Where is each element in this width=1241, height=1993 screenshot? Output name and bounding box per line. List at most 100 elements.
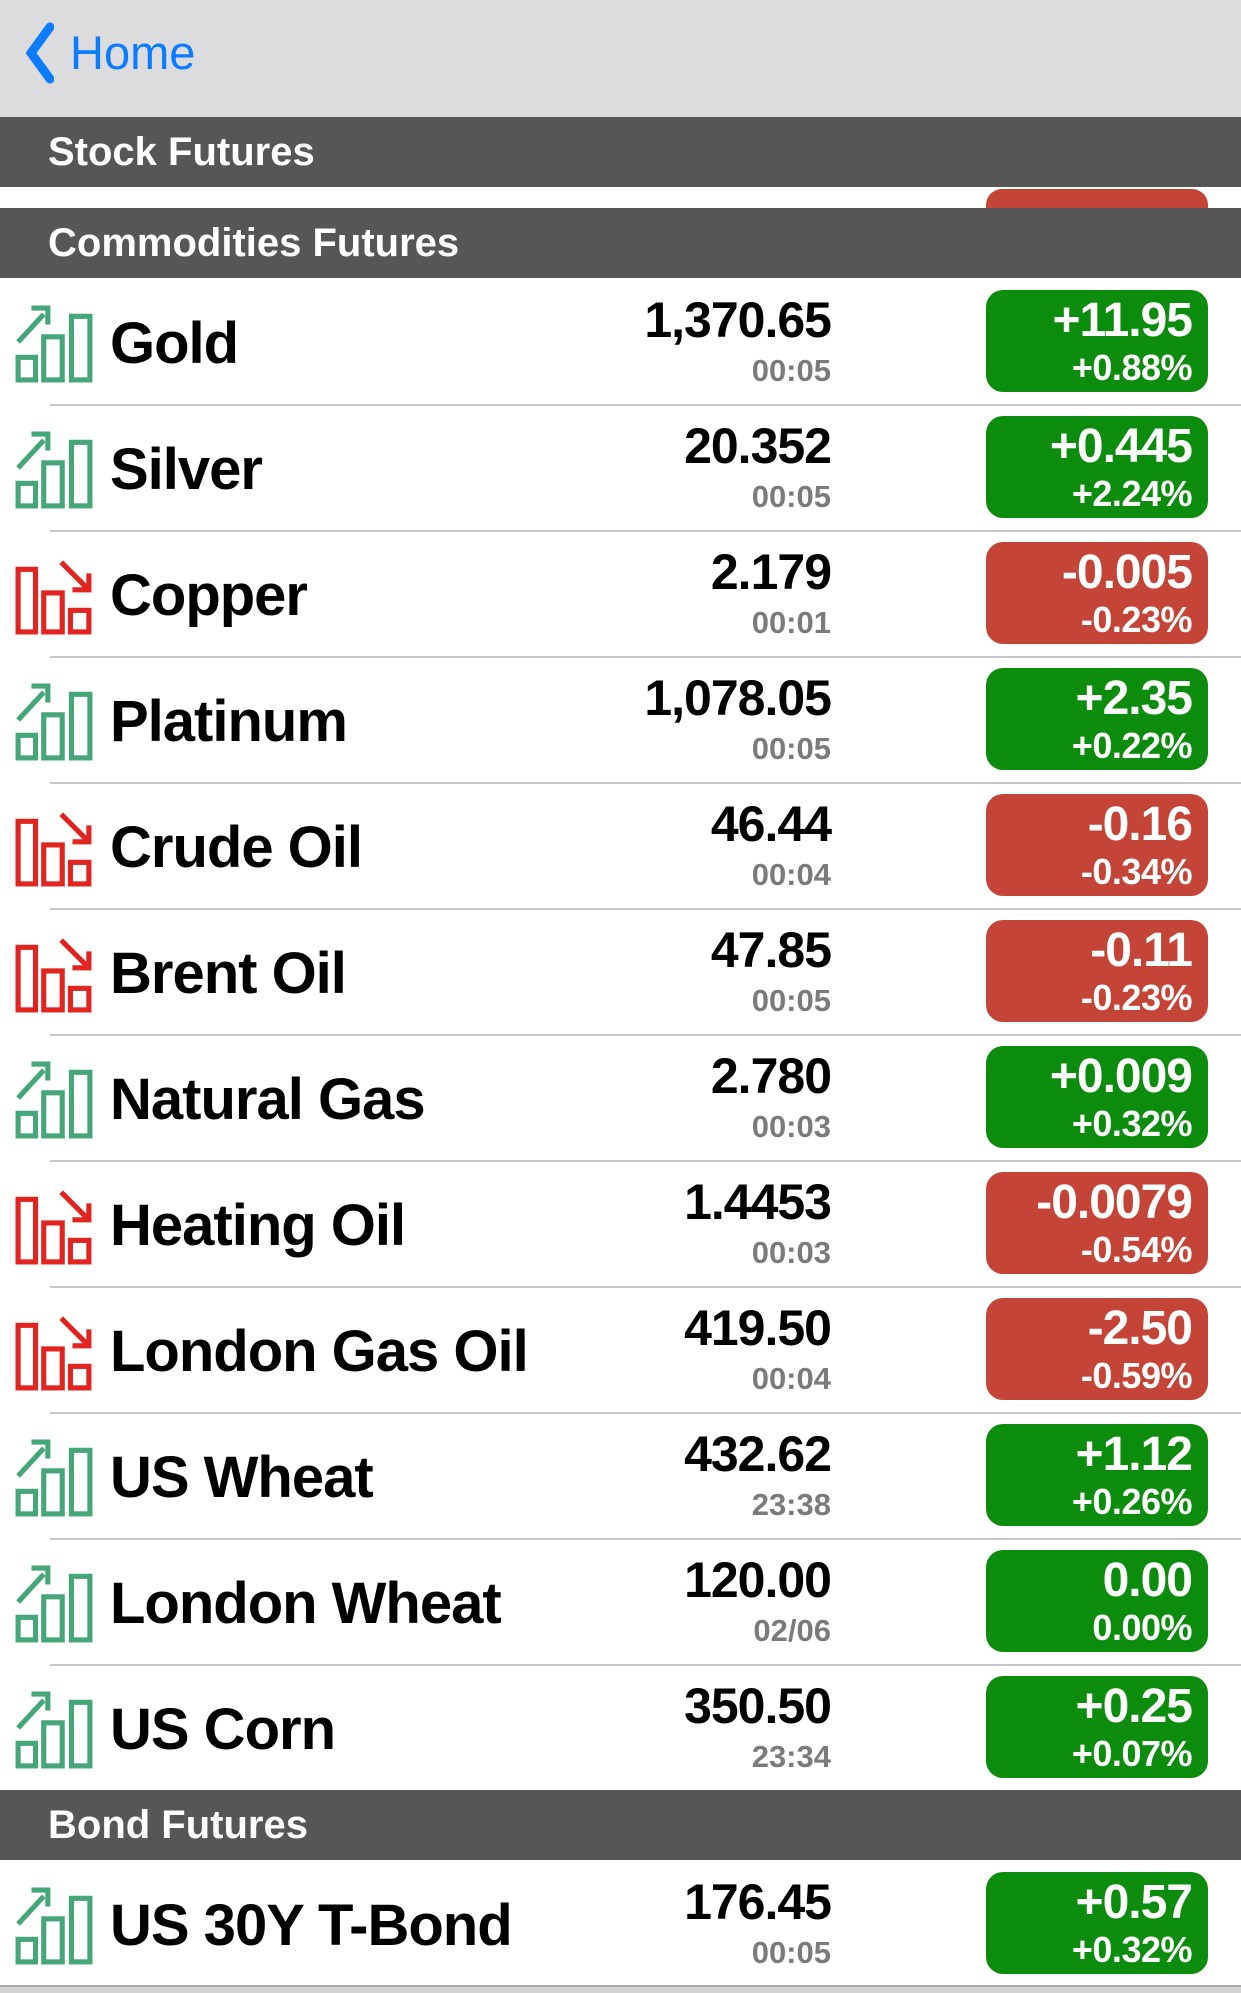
quote-time: 00:05 — [751, 353, 831, 388]
nav-bar: Home — [0, 0, 1241, 117]
price-column: 1,370.65 00:05 — [644, 292, 832, 390]
price-column: 1.4453 00:03 — [684, 1174, 832, 1272]
price-column: 47.85 00:05 — [710, 922, 832, 1020]
change-badge: +0.009 +0.32% — [986, 1046, 1208, 1148]
price-column: 1,078.05 00:05 — [644, 670, 832, 768]
change-percent: +0.22% — [1071, 724, 1193, 766]
change-badge: +2.35 +0.22% — [986, 668, 1208, 770]
row-us-30y-t-bond[interactable]: US 30Y T-Bond 176.45 00:05 +0.57 +0.32% — [0, 1860, 1241, 1986]
trend-up-icon — [14, 1438, 94, 1518]
quote-time: 00:05 — [751, 731, 831, 766]
change-percent: -0.54% — [1080, 1228, 1193, 1270]
price-column: 432.62 23:38 — [684, 1426, 832, 1524]
price-value: 120.00 — [684, 1552, 832, 1608]
instrument-name: US Corn — [110, 1697, 336, 1763]
instrument-name: Brent Oil — [110, 941, 347, 1007]
row-london-wheat[interactable]: London Wheat 120.00 02/06 0.00 0.00% — [0, 1538, 1241, 1664]
change-percent: -0.23% — [1080, 976, 1193, 1018]
price-column: 176.45 00:05 — [684, 1874, 832, 1972]
price-value: 20.352 — [684, 418, 832, 474]
trend-up-icon — [14, 1886, 94, 1966]
change-percent: -0.59% — [1080, 1354, 1193, 1396]
trend-up-icon — [14, 1060, 94, 1140]
section-header-bond-futures: Bond Futures — [0, 1790, 1241, 1860]
quote-time: 00:05 — [751, 1935, 831, 1970]
change-badge: +11.95 +0.88% — [986, 290, 1208, 392]
trend-up-icon — [14, 1690, 94, 1770]
change-value: -0.0079 — [1036, 1175, 1193, 1229]
change-percent: +0.32% — [1071, 1102, 1193, 1144]
quote-time: 00:03 — [751, 1235, 831, 1270]
row-heating-oil[interactable]: Heating Oil 1.4453 00:03 -0.0079 -0.54% — [0, 1160, 1241, 1286]
row-london-gas-oil[interactable]: London Gas Oil 419.50 00:04 -2.50 -0.59% — [0, 1286, 1241, 1412]
quote-time: 02/06 — [753, 1613, 831, 1648]
price-column: 20.352 00:05 — [684, 418, 832, 516]
instrument-name: Copper — [110, 563, 308, 629]
quote-time: 00:05 — [751, 479, 831, 514]
price-value: 1.4453 — [684, 1174, 832, 1230]
price-value: 176.45 — [684, 1874, 832, 1930]
clipped-row[interactable] — [0, 187, 1241, 208]
row-crude-oil[interactable]: Crude Oil 46.44 00:04 -0.16 -0.34% — [0, 782, 1241, 908]
instrument-name: Crude Oil — [110, 815, 363, 881]
change-badge: +0.25 +0.07% — [986, 1676, 1208, 1778]
row-natural-gas[interactable]: Natural Gas 2.780 00:03 +0.009 +0.32% — [0, 1034, 1241, 1160]
price-column: 46.44 00:04 — [710, 796, 832, 894]
instrument-name: Platinum — [110, 689, 348, 755]
change-badge: +0.57 +0.32% — [986, 1872, 1208, 1974]
change-badge: -0.0079 -0.54% — [986, 1172, 1208, 1274]
change-value: +0.25 — [1075, 1679, 1193, 1733]
row-copper[interactable]: Copper 2.179 00:01 -0.005 -0.23% — [0, 530, 1241, 656]
price-value: 432.62 — [684, 1426, 832, 1482]
trend-down-icon — [14, 556, 94, 636]
instrument-name: Gold — [110, 311, 239, 377]
quote-time: 00:03 — [751, 1109, 831, 1144]
change-badge: -0.16 -0.34% — [986, 794, 1208, 896]
section-header-commodities-futures: Commodities Futures — [0, 208, 1241, 278]
price-value: 2.179 — [710, 544, 832, 600]
bottom-bar-edge — [0, 1985, 1241, 1993]
row-silver[interactable]: Silver 20.352 00:05 +0.445 +2.24% — [0, 404, 1241, 530]
change-value: -2.50 — [1087, 1301, 1193, 1355]
price-value: 46.44 — [710, 796, 832, 852]
change-value: +1.12 — [1075, 1427, 1193, 1481]
price-column: 419.50 00:04 — [684, 1300, 832, 1398]
price-column: 350.50 23:34 — [684, 1678, 832, 1776]
change-value: +0.445 — [1049, 419, 1193, 473]
quote-time: 00:01 — [751, 605, 831, 640]
row-brent-oil[interactable]: Brent Oil 47.85 00:05 -0.11 -0.23% — [0, 908, 1241, 1034]
change-value: -0.005 — [1061, 545, 1193, 599]
trend-up-icon — [14, 1564, 94, 1644]
back-label: Home — [70, 26, 196, 79]
quote-time: 23:38 — [751, 1487, 831, 1522]
change-percent: +0.88% — [1071, 346, 1193, 388]
row-gold[interactable]: Gold 1,370.65 00:05 +11.95 +0.88% — [0, 278, 1241, 404]
change-badge: -0.11 -0.23% — [986, 920, 1208, 1022]
price-value: 47.85 — [710, 922, 832, 978]
back-button[interactable]: Home — [26, 22, 195, 84]
quote-time: 00:05 — [751, 983, 831, 1018]
quote-time: 00:04 — [751, 1361, 831, 1396]
row-us-corn[interactable]: US Corn 350.50 23:34 +0.25 +0.07% — [0, 1664, 1241, 1790]
change-percent: +0.07% — [1071, 1732, 1193, 1774]
change-percent: 0.00% — [1092, 1606, 1192, 1648]
trend-up-icon — [14, 304, 94, 384]
change-value: 0.00 — [1102, 1553, 1193, 1607]
trend-up-icon — [14, 682, 94, 762]
instrument-name: Natural Gas — [110, 1067, 426, 1133]
price-column: 2.179 00:01 — [710, 544, 832, 642]
row-us-wheat[interactable]: US Wheat 432.62 23:38 +1.12 +0.26% — [0, 1412, 1241, 1538]
instrument-name: US Wheat — [110, 1445, 374, 1511]
instrument-name: London Gas Oil — [110, 1319, 529, 1385]
change-percent: -0.23% — [1080, 598, 1193, 640]
trend-up-icon — [14, 430, 94, 510]
change-value: +2.35 — [1075, 671, 1193, 725]
change-value: +0.57 — [1075, 1875, 1193, 1929]
change-badge: +1.12 +0.26% — [986, 1424, 1208, 1526]
trend-down-icon — [14, 1312, 94, 1392]
change-value: -0.11 — [1090, 923, 1193, 977]
row-platinum[interactable]: Platinum 1,078.05 00:05 +2.35 +0.22% — [0, 656, 1241, 782]
trend-down-icon — [14, 808, 94, 888]
change-percent: +0.26% — [1071, 1480, 1193, 1522]
